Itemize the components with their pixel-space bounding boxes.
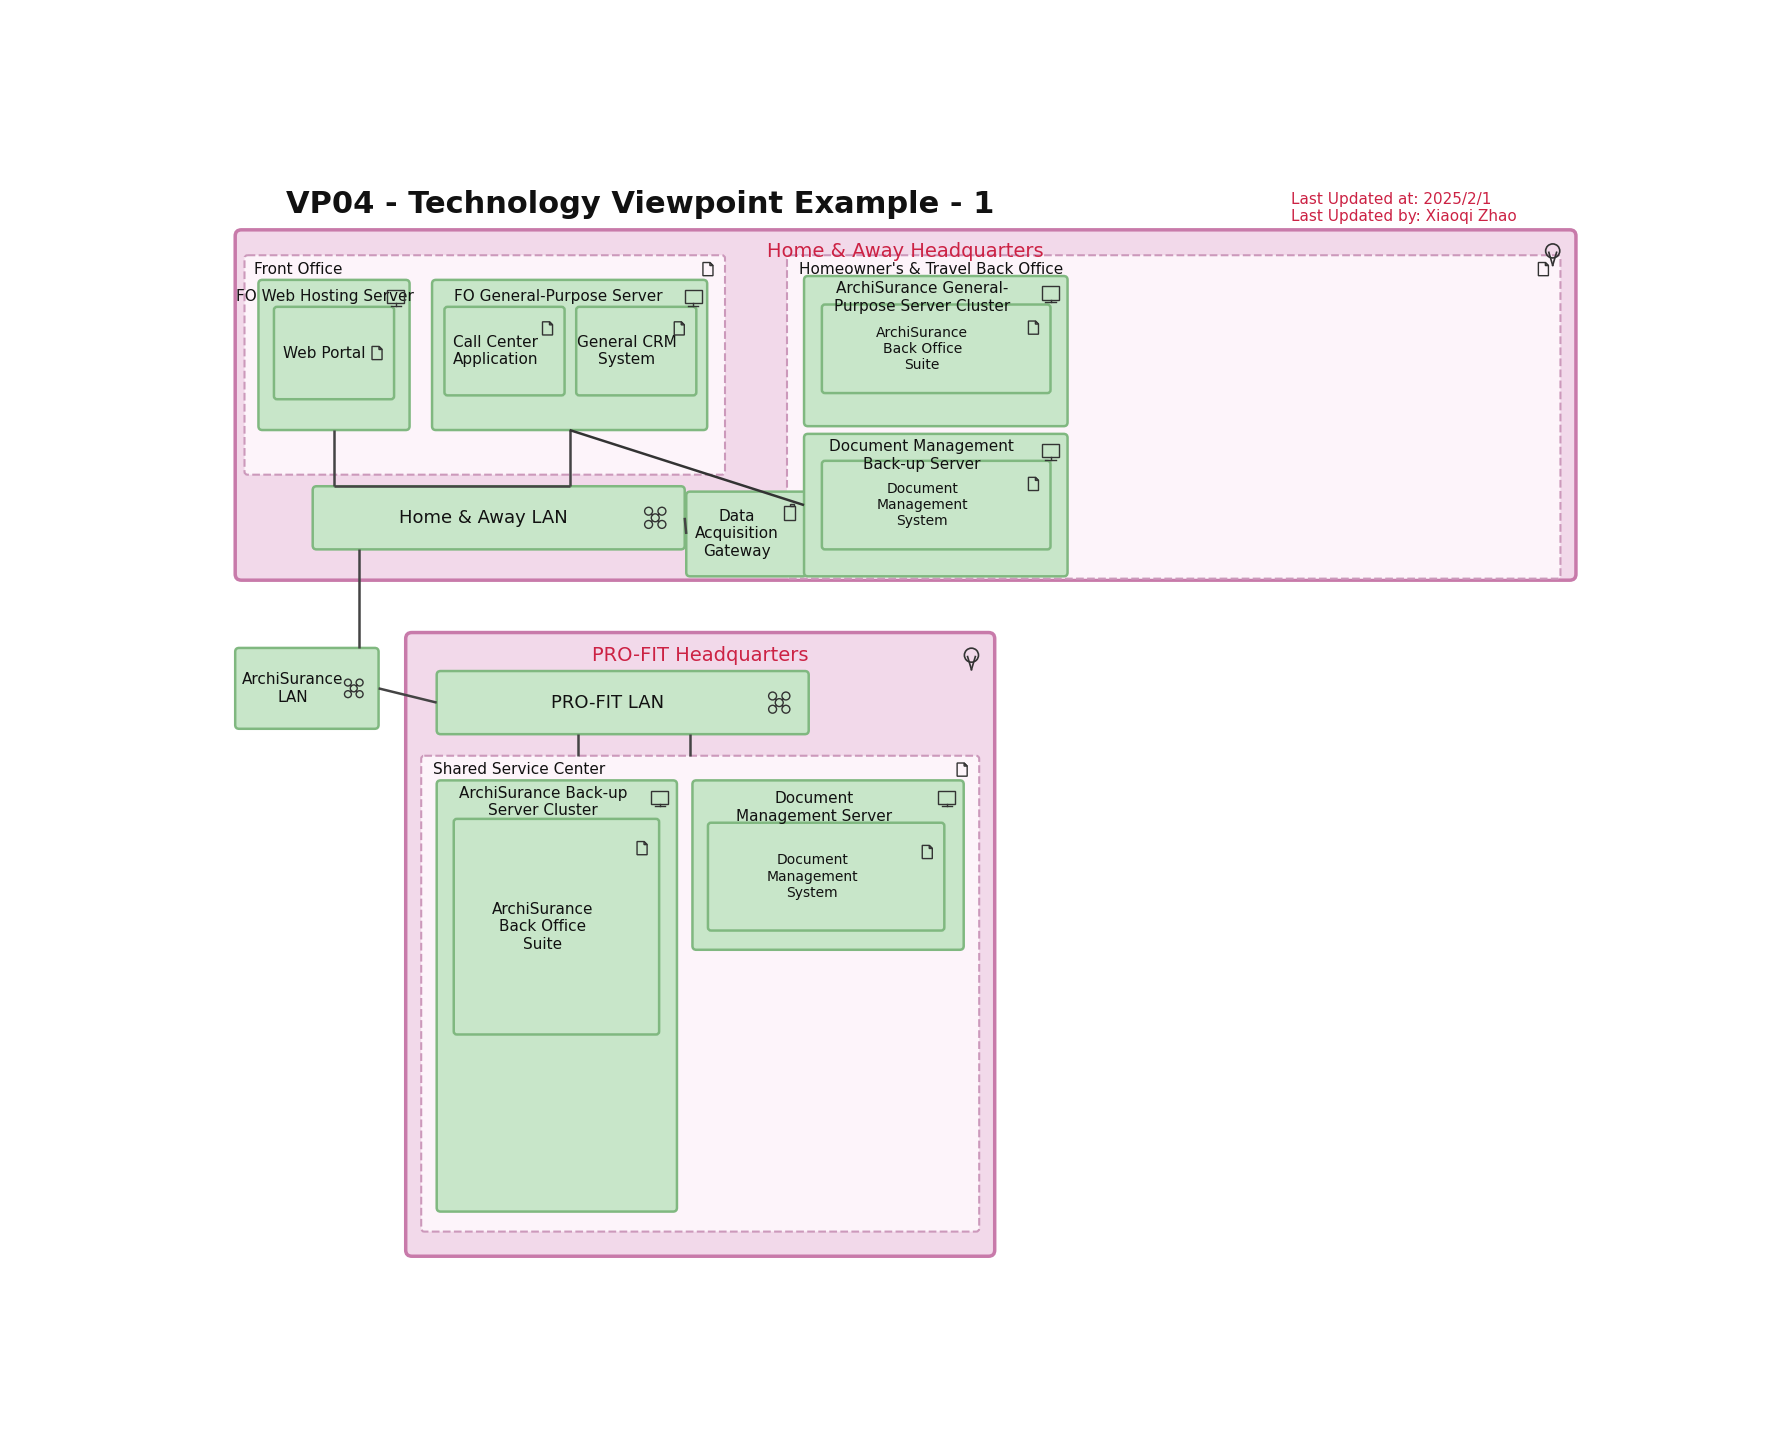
Text: Document Management
Back-up Server: Document Management Back-up Server <box>830 439 1014 472</box>
Text: PRO-FIT LAN: PRO-FIT LAN <box>550 694 664 711</box>
Text: Last Updated by: Xiaoqi Zhao: Last Updated by: Xiaoqi Zhao <box>1290 209 1517 224</box>
FancyBboxPatch shape <box>235 229 1575 581</box>
Text: Homeowner's & Travel Back Office: Homeowner's & Travel Back Office <box>798 261 1062 277</box>
FancyBboxPatch shape <box>244 255 726 475</box>
Text: Document
Management
System: Document Management System <box>766 853 858 899</box>
FancyBboxPatch shape <box>258 280 409 430</box>
Text: Call Center
Application: Call Center Application <box>453 336 538 367</box>
Text: Shared Service Center: Shared Service Center <box>434 761 605 777</box>
Bar <box>791 503 795 506</box>
FancyBboxPatch shape <box>804 435 1067 576</box>
FancyBboxPatch shape <box>274 307 395 399</box>
FancyBboxPatch shape <box>437 780 676 1212</box>
Text: Home & Away LAN: Home & Away LAN <box>398 509 568 526</box>
FancyBboxPatch shape <box>708 823 945 931</box>
Bar <box>1043 287 1058 300</box>
Text: General CRM
System: General CRM System <box>577 336 676 367</box>
Text: Last Updated at: 2025/2/1: Last Updated at: 2025/2/1 <box>1290 192 1490 206</box>
Text: ArchiSurance
Back Office
Suite: ArchiSurance Back Office Suite <box>492 902 593 952</box>
Text: ArchiSurance General-
Purpose Server Cluster: ArchiSurance General- Purpose Server Clu… <box>834 281 1011 314</box>
FancyBboxPatch shape <box>421 756 979 1232</box>
FancyBboxPatch shape <box>432 280 708 430</box>
Bar <box>1043 445 1058 457</box>
FancyBboxPatch shape <box>804 275 1067 426</box>
Text: Document
Management Server: Document Management Server <box>736 792 892 823</box>
Text: Front Office: Front Office <box>253 261 342 277</box>
FancyBboxPatch shape <box>444 307 565 396</box>
Text: FO Web Hosting Server: FO Web Hosting Server <box>235 290 414 304</box>
FancyBboxPatch shape <box>821 304 1051 393</box>
Text: Data
Acquisition
Gateway: Data Acquisition Gateway <box>696 509 779 559</box>
FancyBboxPatch shape <box>687 492 807 576</box>
Text: Document
Management
System: Document Management System <box>876 482 968 528</box>
Text: ArchiSurance
Back Office
Suite: ArchiSurance Back Office Suite <box>876 326 968 371</box>
Bar <box>651 790 669 804</box>
FancyBboxPatch shape <box>405 632 995 1256</box>
FancyBboxPatch shape <box>453 819 658 1034</box>
FancyBboxPatch shape <box>313 486 685 549</box>
Text: Web Portal: Web Portal <box>283 346 366 360</box>
FancyBboxPatch shape <box>437 671 809 734</box>
FancyBboxPatch shape <box>821 460 1051 549</box>
Text: VP04 - Technology Viewpoint Example - 1: VP04 - Technology Viewpoint Example - 1 <box>285 189 995 219</box>
Bar <box>685 290 701 304</box>
Text: PRO-FIT Headquarters: PRO-FIT Headquarters <box>591 647 809 665</box>
Text: ArchiSurance Back-up
Server Cluster: ArchiSurance Back-up Server Cluster <box>458 786 627 819</box>
FancyBboxPatch shape <box>692 780 963 949</box>
FancyBboxPatch shape <box>788 255 1561 579</box>
Text: ArchiSurance
LAN: ArchiSurance LAN <box>242 673 343 704</box>
Bar <box>938 790 956 804</box>
Text: FO General-Purpose Server: FO General-Purpose Server <box>453 290 662 304</box>
Bar <box>784 506 795 521</box>
Text: Home & Away Headquarters: Home & Away Headquarters <box>766 242 1044 261</box>
FancyBboxPatch shape <box>577 307 696 396</box>
FancyBboxPatch shape <box>235 648 379 728</box>
Bar <box>388 290 404 304</box>
